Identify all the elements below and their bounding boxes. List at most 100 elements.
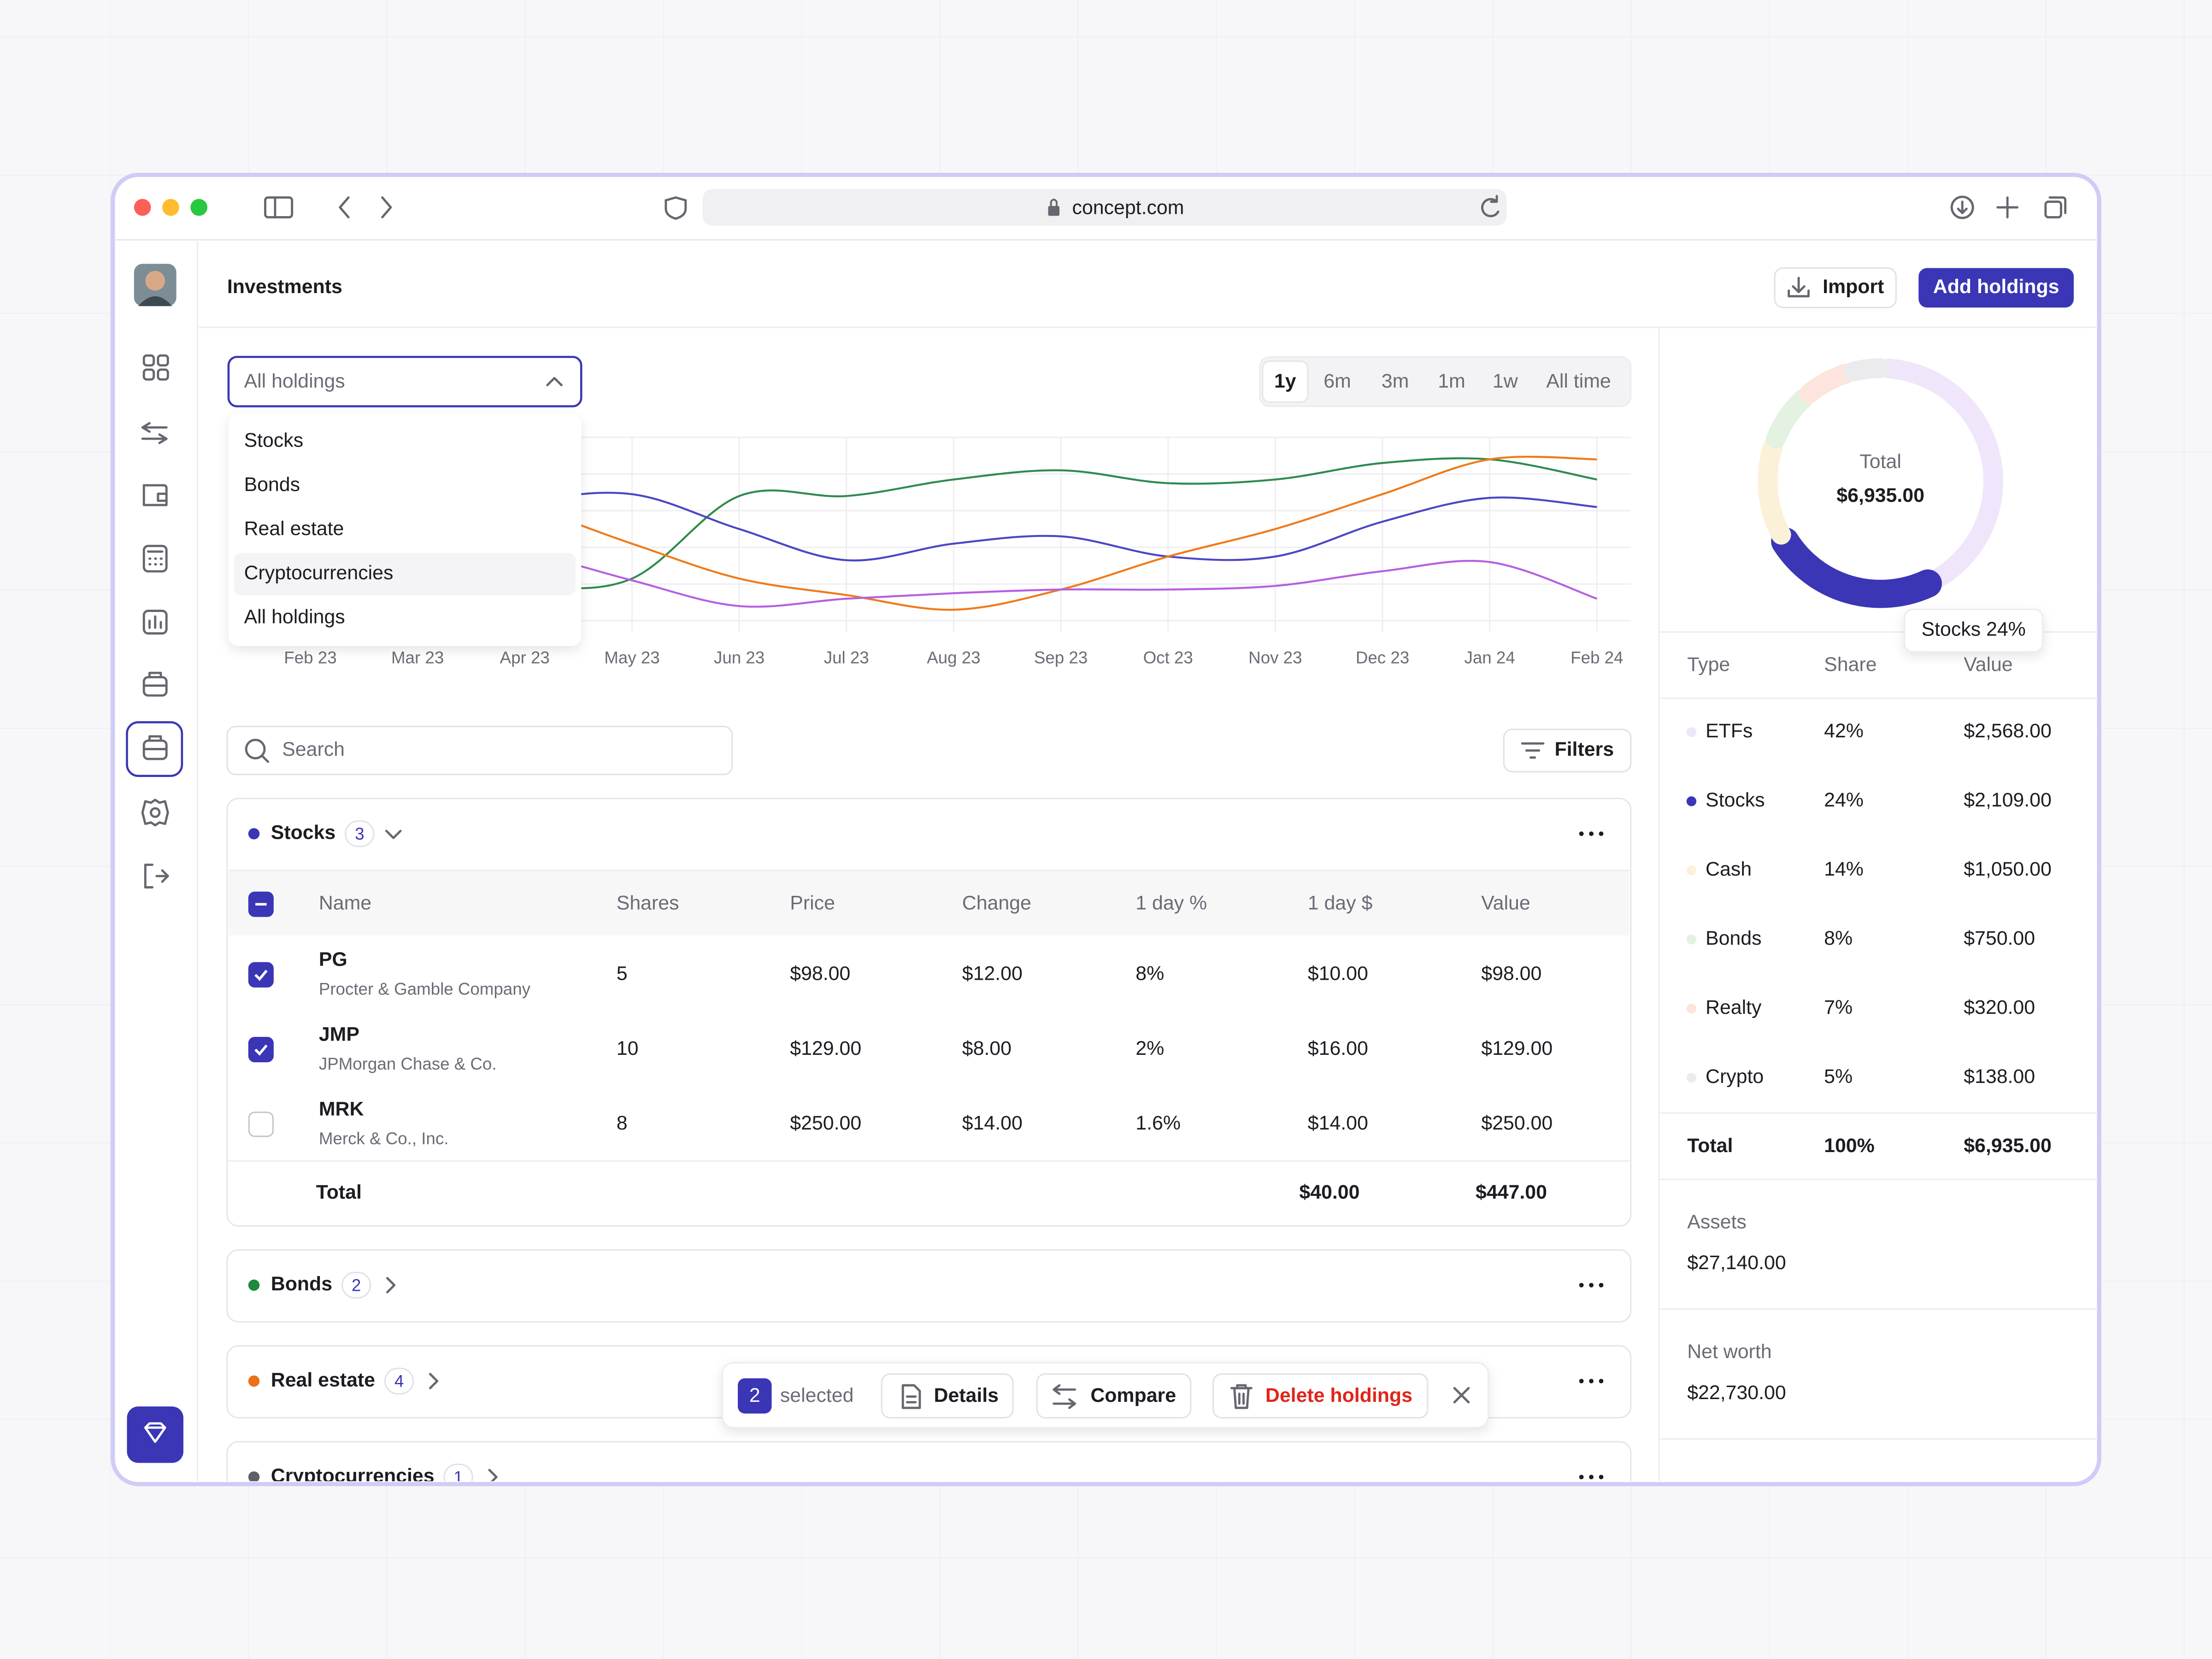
selection-count-badge xyxy=(738,1378,772,1414)
close-dot[interactable] xyxy=(134,199,151,216)
cell: 8 xyxy=(617,1112,628,1134)
time-range-option[interactable]: All time xyxy=(1546,370,1611,392)
table-header-bg xyxy=(228,870,1630,935)
more-dot[interactable] xyxy=(1589,1282,1594,1288)
back-button[interactable] xyxy=(339,196,350,218)
holdings-select[interactable] xyxy=(227,356,582,407)
group-name[interactable]: Cryptocurrencies xyxy=(271,1465,435,1487)
more-dot[interactable] xyxy=(1589,1379,1594,1383)
sidebar-toggle[interactable] xyxy=(264,196,294,218)
page-title: Investments xyxy=(227,276,342,298)
group-chevron[interactable] xyxy=(488,1469,498,1484)
group-name[interactable]: Stocks xyxy=(271,821,336,843)
cell: $10.00 xyxy=(1308,963,1368,985)
settings-icon[interactable] xyxy=(141,799,169,827)
time-range-option[interactable]: 6m xyxy=(1324,370,1351,392)
import-button[interactable] xyxy=(1774,267,1897,308)
zoom-dot[interactable] xyxy=(190,199,207,216)
column-header: Value xyxy=(1481,892,1530,914)
menu-item-hover xyxy=(234,553,576,595)
calculator-icon[interactable] xyxy=(142,545,168,573)
minimize-dot[interactable] xyxy=(162,199,179,216)
group-dot xyxy=(248,828,260,840)
cell: 5 xyxy=(617,963,628,985)
download-button[interactable] xyxy=(1950,195,1974,219)
dashboard-icon[interactable] xyxy=(142,354,169,381)
delete-button[interactable] xyxy=(1212,1373,1429,1419)
more-dot[interactable] xyxy=(1599,1475,1604,1479)
menu-item[interactable]: Bonds xyxy=(244,473,300,495)
clear-selection[interactable] xyxy=(1453,1387,1470,1404)
more-dot[interactable] xyxy=(1589,831,1594,836)
time-range-option[interactable]: 3m xyxy=(1382,370,1409,392)
menu-item[interactable]: Cryptocurrencies xyxy=(244,562,394,584)
add-holdings-button[interactable] xyxy=(1918,268,2074,308)
portfolio-icon[interactable] xyxy=(142,671,168,697)
investments-icon[interactable] xyxy=(142,735,168,760)
more-dot[interactable] xyxy=(1579,831,1584,836)
group-chevron[interactable] xyxy=(429,1373,439,1389)
group-count: 1 xyxy=(453,1468,463,1487)
group-chevron[interactable] xyxy=(385,830,402,839)
import-icon xyxy=(1788,276,1810,298)
checkbox[interactable] xyxy=(248,962,274,988)
shield-icon[interactable] xyxy=(665,196,687,220)
x-tick-label: Sep 23 xyxy=(1034,648,1088,667)
select-chevron xyxy=(546,377,563,387)
cell: $129.00 xyxy=(790,1037,861,1059)
new-tab-button[interactable] xyxy=(1996,196,2018,218)
selection-count: 2 xyxy=(749,1384,760,1406)
compare-button[interactable] xyxy=(1036,1373,1192,1419)
search-box[interactable] xyxy=(226,725,733,776)
checkbox[interactable] xyxy=(248,1037,274,1063)
reload-button[interactable] xyxy=(1481,195,1500,218)
time-range-option[interactable]: 1y xyxy=(1274,370,1296,392)
forward-button[interactable] xyxy=(381,196,392,218)
filters-button[interactable] xyxy=(1503,729,1632,773)
menu-item[interactable]: Real estate xyxy=(244,518,344,540)
donut-segment[interactable] xyxy=(1843,358,1891,382)
reports-icon[interactable] xyxy=(142,610,168,635)
app-logo[interactable] xyxy=(127,1406,183,1463)
donut-segment[interactable] xyxy=(1799,364,1856,404)
donut-segment[interactable] xyxy=(1766,388,1813,449)
donut-segment[interactable] xyxy=(1758,436,1791,545)
allocation-share: 42% xyxy=(1824,720,1864,742)
transfers-icon[interactable] xyxy=(141,422,168,444)
more-dot[interactable] xyxy=(1599,1282,1604,1288)
allocation-donut xyxy=(1758,358,2003,608)
donut-segment[interactable] xyxy=(1771,527,1942,608)
time-range-option[interactable]: 1w xyxy=(1493,370,1518,392)
wallet-icon[interactable] xyxy=(142,484,168,506)
ticker: PG xyxy=(319,948,347,971)
time-range-option[interactable]: 1m xyxy=(1438,370,1465,392)
more-dot[interactable] xyxy=(1579,1379,1584,1383)
donut-tooltip xyxy=(1904,608,2044,653)
company: Procter & Gamble Company xyxy=(319,980,531,999)
more-dot[interactable] xyxy=(1579,1282,1584,1288)
group-chevron[interactable] xyxy=(386,1277,396,1294)
delete-icon xyxy=(1230,1384,1253,1409)
menu-item[interactable]: Stocks xyxy=(244,429,304,451)
holdings-select-value: All holdings xyxy=(244,370,345,392)
donut-center-value: $6,935.00 xyxy=(1836,484,1924,506)
allocation-header: Value xyxy=(1964,653,2012,676)
donut-segment[interactable] xyxy=(1878,359,2003,590)
menu-item[interactable]: All holdings xyxy=(244,606,345,628)
more-dot[interactable] xyxy=(1579,1475,1584,1479)
tabs-button[interactable] xyxy=(2044,196,2067,218)
checkbox[interactable] xyxy=(248,1112,274,1137)
group-name[interactable]: Real estate xyxy=(271,1369,375,1391)
more-dot[interactable] xyxy=(1599,831,1604,836)
avatar[interactable] xyxy=(134,264,176,306)
total-label: Total xyxy=(316,1181,362,1203)
url-bar[interactable] xyxy=(702,189,1507,226)
logout-icon[interactable] xyxy=(144,864,169,888)
group-count-badge xyxy=(384,1367,414,1395)
group-name[interactable]: Bonds xyxy=(271,1273,332,1295)
cell: 1.6% xyxy=(1135,1112,1181,1134)
allocation-value: $750.00 xyxy=(1964,927,2035,949)
more-dot[interactable] xyxy=(1599,1379,1604,1383)
more-dot[interactable] xyxy=(1589,1475,1594,1479)
allocation-dot xyxy=(1686,935,1697,945)
